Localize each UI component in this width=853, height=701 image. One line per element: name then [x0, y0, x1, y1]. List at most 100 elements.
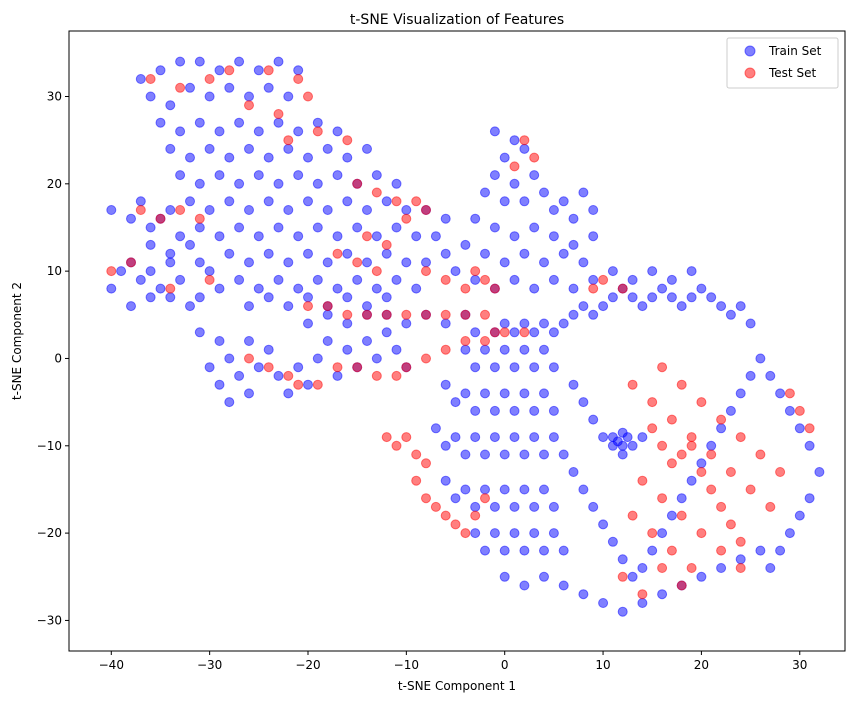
y-tick-label: −20	[37, 526, 62, 540]
test-point	[303, 301, 313, 312]
train-point	[647, 545, 658, 556]
train-point	[637, 563, 648, 573]
train-point	[430, 423, 441, 434]
train-point	[519, 388, 530, 399]
train-point	[637, 432, 648, 443]
test-point	[706, 484, 717, 495]
train-point	[617, 606, 628, 617]
test-point	[204, 274, 215, 285]
train-point	[499, 388, 510, 399]
test-point	[519, 327, 530, 338]
train-point	[716, 301, 727, 312]
train-point	[489, 432, 500, 443]
train-point	[489, 405, 500, 416]
train-point	[637, 301, 648, 312]
train-point	[224, 397, 235, 408]
train-point	[716, 563, 727, 573]
train-point	[539, 388, 549, 399]
train-point	[214, 170, 225, 181]
train-point	[539, 318, 549, 329]
train-point	[794, 423, 805, 434]
test-point	[676, 449, 687, 460]
train-point	[519, 143, 530, 154]
train-point	[312, 353, 323, 364]
test-point	[588, 283, 599, 294]
train-point	[499, 318, 510, 329]
legend-label-test: Test Set	[768, 66, 816, 80]
train-point	[312, 274, 323, 285]
test-point	[686, 432, 697, 443]
train-point	[499, 344, 510, 355]
train-point	[244, 257, 254, 268]
test-point	[755, 449, 766, 460]
train-point	[509, 501, 520, 512]
test-point	[666, 414, 677, 425]
train-point	[686, 475, 697, 486]
train-point	[460, 344, 471, 355]
train-point	[362, 336, 372, 346]
test-point	[775, 467, 786, 477]
train-point	[371, 170, 382, 181]
train-point	[814, 467, 825, 477]
train-point	[401, 205, 412, 215]
train-point	[470, 501, 481, 512]
test-point	[224, 65, 235, 76]
train-point	[745, 318, 756, 329]
train-point	[548, 501, 559, 512]
test-point	[617, 571, 628, 582]
test-point	[362, 231, 372, 242]
train-point	[214, 65, 225, 76]
train-point	[509, 231, 520, 242]
train-point	[440, 248, 451, 259]
train-point	[234, 178, 245, 189]
train-point	[460, 239, 471, 250]
train-point	[293, 65, 304, 76]
series-test	[106, 65, 815, 600]
test-point	[352, 362, 363, 373]
train-point	[362, 257, 372, 268]
train-point	[588, 309, 599, 320]
test-point	[371, 370, 382, 381]
train-point	[460, 388, 471, 399]
train-point	[598, 519, 609, 530]
train-point	[617, 449, 628, 460]
test-point	[725, 519, 736, 530]
test-point	[293, 74, 304, 84]
test-point	[391, 370, 402, 381]
train-point	[194, 292, 205, 303]
train-point	[480, 545, 490, 556]
train-point	[558, 545, 569, 556]
train-point	[804, 493, 815, 504]
test-point	[706, 449, 717, 460]
train-point	[666, 274, 677, 285]
train-point	[244, 143, 254, 154]
train-point	[558, 248, 569, 259]
test-point	[401, 362, 412, 373]
x-axis-label: t-SNE Component 1	[398, 679, 516, 693]
train-point	[627, 292, 638, 303]
test-point	[371, 187, 382, 198]
train-point	[539, 545, 549, 556]
train-point	[568, 213, 579, 224]
test-point	[293, 379, 304, 390]
test-point	[244, 100, 254, 111]
train-point	[588, 414, 599, 425]
train-point	[155, 283, 166, 294]
test-point	[391, 196, 402, 207]
test-point	[381, 239, 392, 250]
test-point	[696, 397, 707, 408]
train-point	[214, 126, 225, 137]
train-point	[401, 318, 412, 329]
test-point	[145, 74, 156, 84]
train-point	[421, 257, 431, 268]
train-point	[499, 196, 510, 207]
test-point	[657, 563, 668, 573]
train-point	[568, 309, 579, 320]
train-point	[194, 327, 205, 338]
test-point	[716, 501, 727, 512]
test-point	[312, 126, 323, 137]
train-point	[440, 318, 451, 329]
test-point	[784, 388, 795, 399]
y-tick-label: 0	[54, 351, 62, 365]
